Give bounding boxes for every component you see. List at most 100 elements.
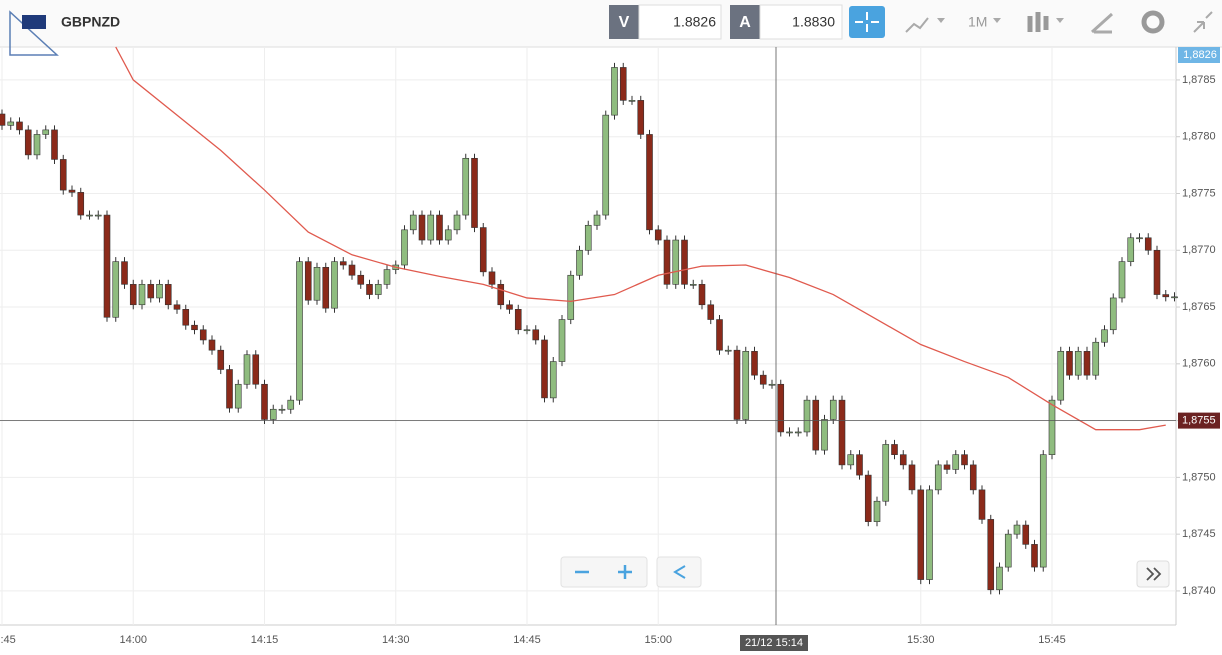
buy-box[interactable]	[759, 4, 843, 40]
candle-body	[1031, 544, 1038, 568]
candle-body	[1127, 237, 1135, 262]
y-tick-label: 1,8765	[1182, 301, 1216, 313]
candle-body	[1118, 261, 1126, 299]
candle-body	[943, 464, 951, 470]
x-tick-label: 14:00	[119, 634, 147, 646]
candle-body	[409, 214, 417, 231]
candles-icon[interactable]	[1027, 12, 1049, 32]
share-button[interactable]	[656, 556, 702, 588]
chart-type-icon[interactable]	[905, 17, 929, 33]
candle-body	[1083, 351, 1091, 376]
candle-body	[138, 284, 146, 306]
candle-body	[479, 227, 487, 273]
candle-body	[777, 383, 785, 433]
candle-body	[427, 214, 435, 241]
price-tag	[1178, 47, 1220, 63]
candle-body	[94, 214, 102, 217]
candle-body	[129, 284, 137, 306]
zoom-in[interactable]	[618, 565, 632, 579]
candle-body	[462, 157, 470, 216]
candle-body	[147, 284, 155, 299]
candle-body	[541, 339, 548, 399]
settings-icon[interactable]	[1141, 10, 1165, 34]
candle-body	[1101, 329, 1108, 343]
sell-box[interactable]	[638, 4, 722, 40]
sell-badge[interactable]	[609, 5, 639, 39]
candle-body	[1092, 341, 1100, 376]
y-tick-label: 1,8760	[1182, 358, 1216, 370]
candle-body	[357, 274, 365, 285]
candle-body	[882, 444, 890, 502]
candle-body	[821, 419, 828, 451]
candle-body	[42, 129, 50, 135]
collapse-icon[interactable]	[1193, 11, 1213, 33]
moving-average	[115, 46, 1166, 431]
candle-body	[164, 284, 172, 306]
candle-body	[374, 284, 382, 295]
candle-body	[33, 134, 41, 156]
candle-body	[759, 374, 767, 385]
candle-body	[558, 319, 566, 362]
candle-body	[68, 189, 76, 193]
candle-body	[296, 261, 303, 401]
candle-body	[208, 339, 216, 351]
candle-body	[786, 431, 793, 434]
y-tick-label: 1,8750	[1182, 471, 1216, 483]
candle-body	[716, 319, 723, 351]
candle-body	[401, 229, 408, 266]
candle-body	[1144, 237, 1152, 251]
x-tick-label: 15:30	[907, 634, 935, 646]
candle-body	[112, 261, 120, 318]
zoom-buttons	[560, 556, 648, 588]
candle-body	[121, 261, 128, 285]
candle-body	[287, 399, 295, 410]
candle-body	[269, 408, 277, 420]
candle-body	[654, 229, 662, 241]
candle-body	[873, 500, 881, 522]
candle-body	[156, 284, 163, 299]
y-tick-label: 1,8780	[1182, 131, 1216, 143]
candle-body	[234, 383, 242, 409]
candle-body	[1109, 297, 1117, 331]
candle-body	[864, 474, 872, 522]
candle-body	[322, 266, 330, 309]
timeframe[interactable]: 1M	[968, 14, 987, 30]
candle-body	[77, 192, 85, 216]
candle-body	[278, 408, 286, 411]
candle-body	[24, 129, 32, 156]
candle-body	[199, 329, 207, 341]
candle-body	[1162, 294, 1170, 298]
candle-body	[1171, 296, 1178, 299]
x-tick-label: 14:30	[382, 634, 410, 646]
candle-body	[698, 284, 706, 306]
sell-price: 1.8826	[673, 14, 716, 30]
candle-body	[724, 349, 732, 352]
dropdown-arrow	[1056, 18, 1064, 23]
candle-body	[646, 134, 653, 231]
candle-body	[969, 464, 977, 491]
candle-body	[243, 354, 251, 385]
candle-body	[812, 399, 820, 451]
candle-body	[611, 67, 618, 116]
dropdown-arrow	[993, 18, 1001, 23]
crosshair-button[interactable]	[849, 6, 885, 38]
buy-badge[interactable]	[730, 5, 760, 39]
candle-body	[733, 349, 741, 420]
candle-body	[961, 454, 968, 466]
candle-body	[506, 304, 513, 310]
candle-body	[847, 454, 855, 466]
sell-label: V	[619, 14, 630, 31]
draw-icon[interactable]	[1090, 12, 1114, 34]
candle-body	[934, 464, 942, 491]
candle-body	[628, 100, 636, 102]
candle-body	[444, 229, 452, 241]
candle-body	[663, 239, 671, 285]
candle-body	[348, 264, 356, 276]
candle-body	[751, 351, 758, 376]
candle-body	[593, 214, 601, 226]
candle-body	[996, 566, 1003, 591]
candle-body	[471, 157, 478, 228]
price-tag-label: 1,8826	[1183, 49, 1217, 61]
candle-body	[1074, 351, 1082, 376]
